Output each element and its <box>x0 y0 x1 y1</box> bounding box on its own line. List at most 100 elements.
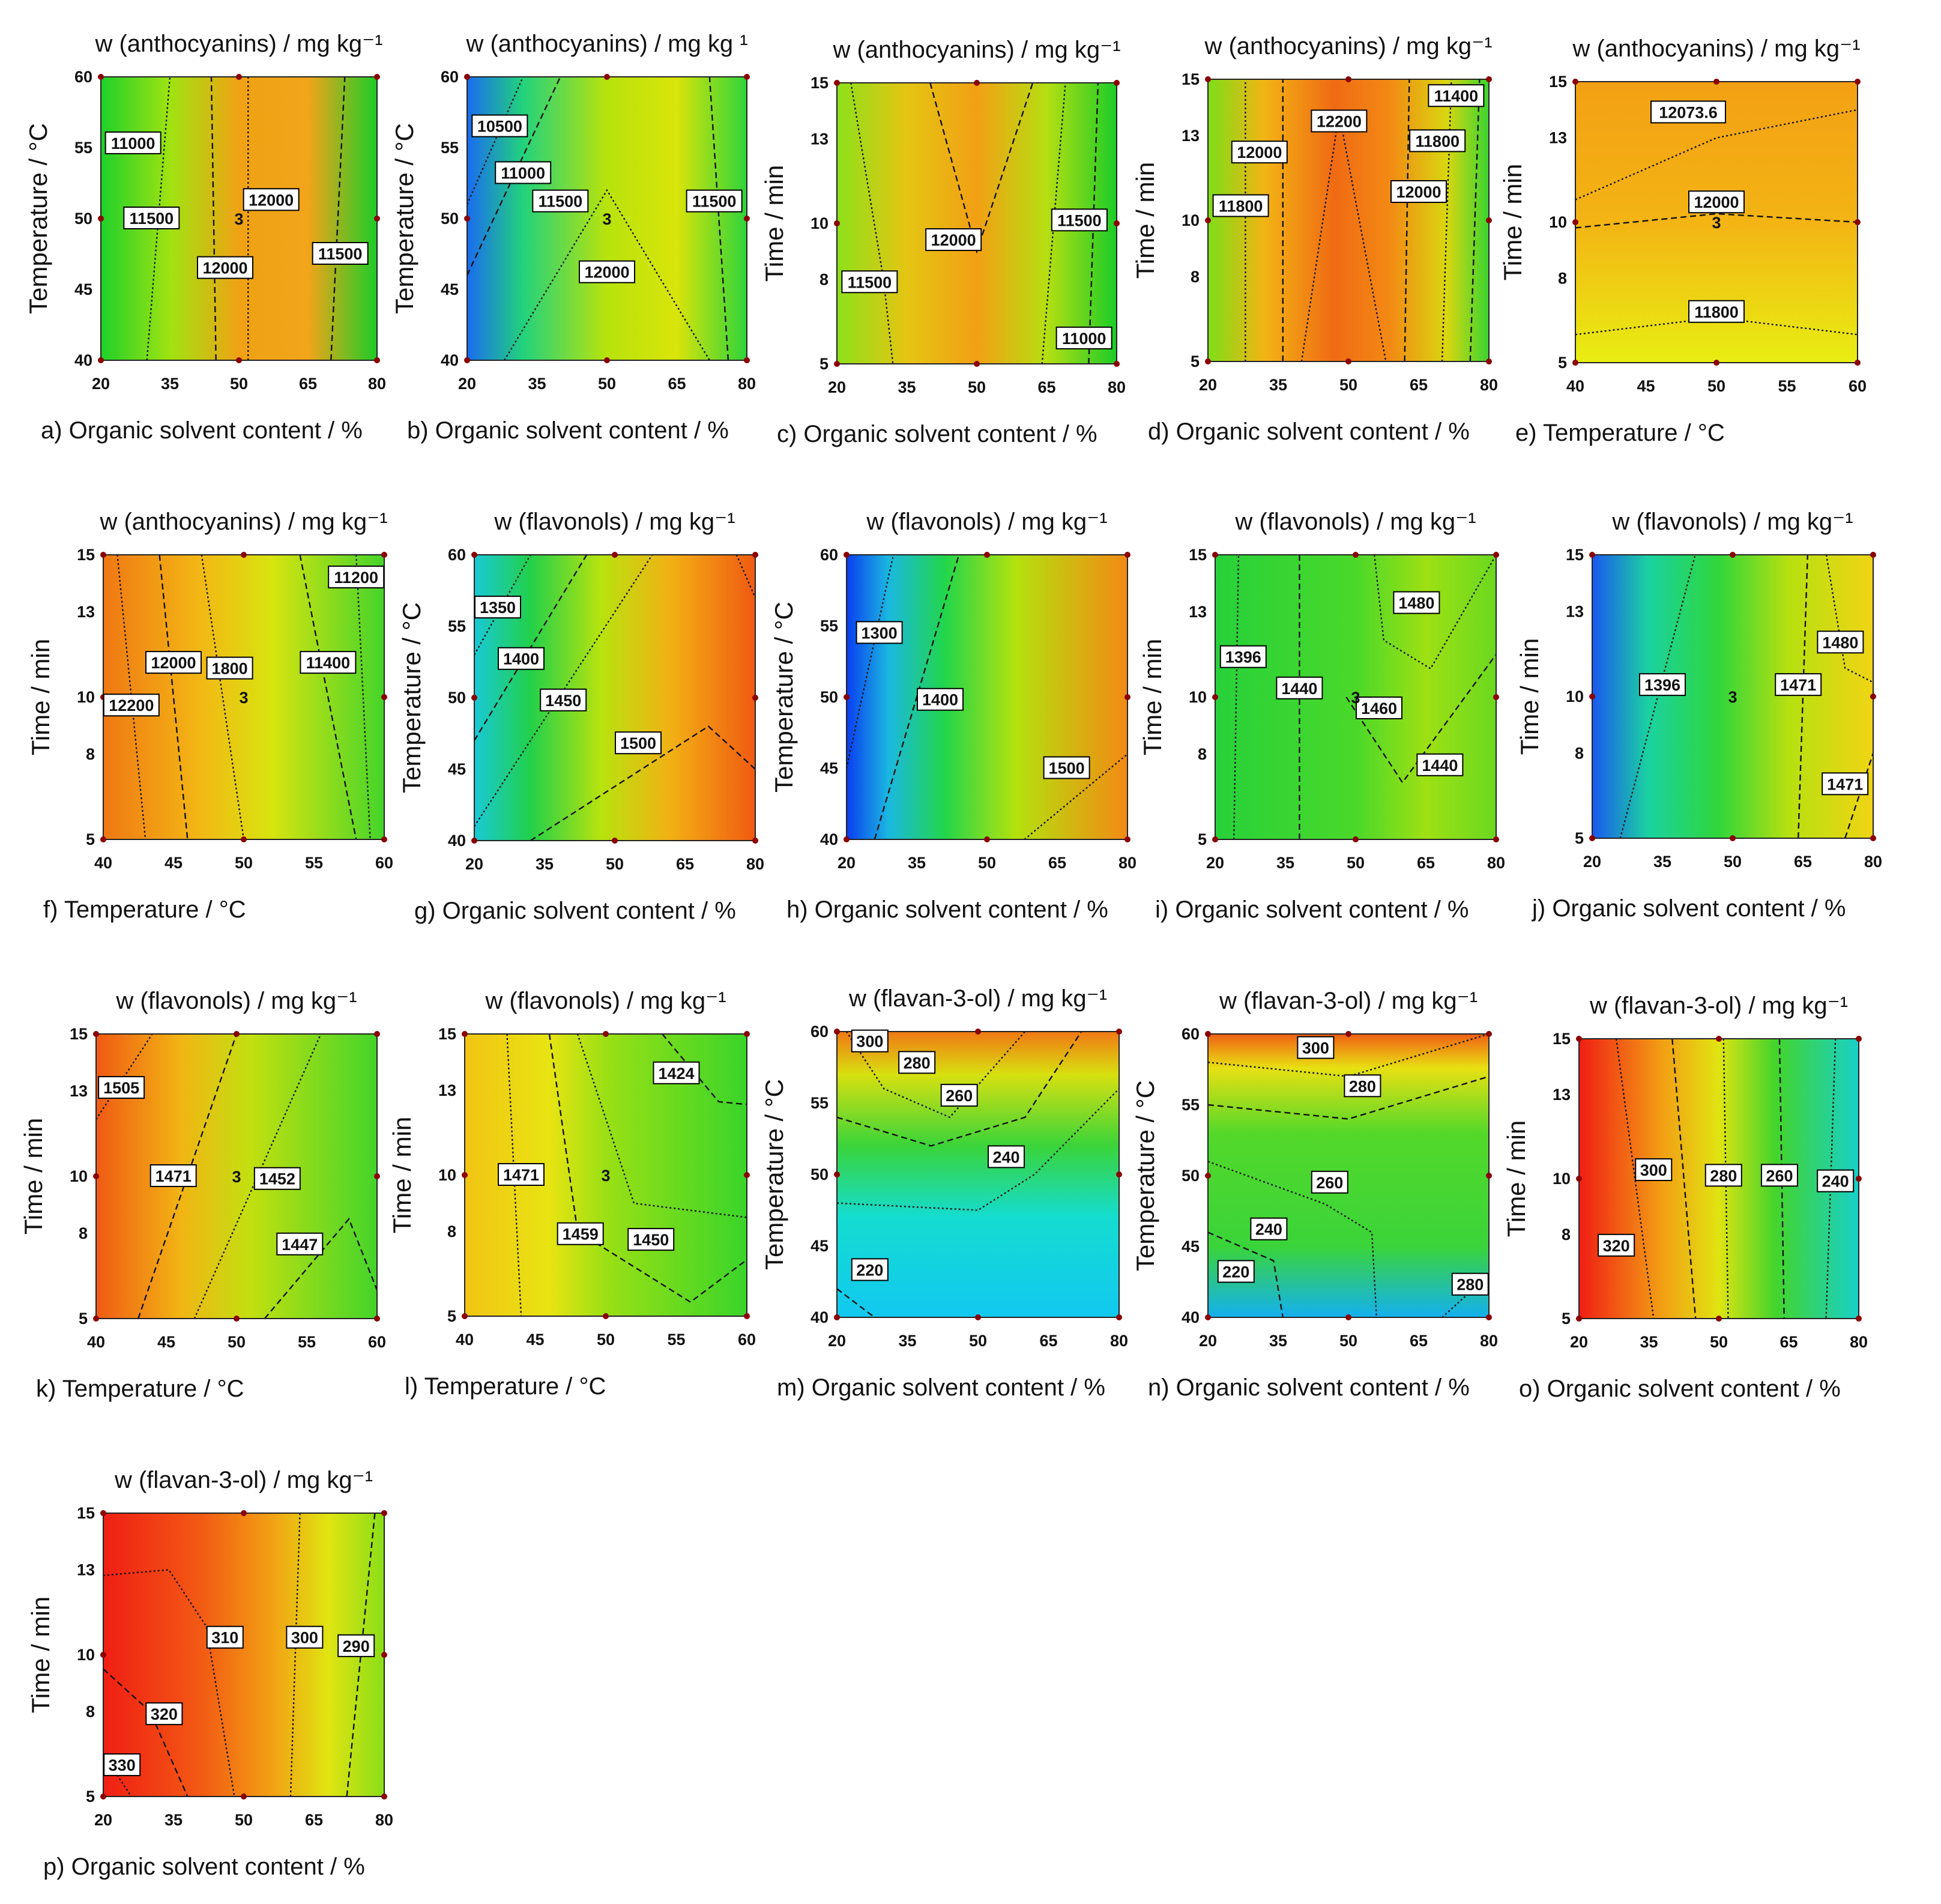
contour-label-box <box>104 131 161 154</box>
design-point <box>1493 836 1499 842</box>
contour-label-text: 11200 <box>334 569 378 587</box>
contour-label-text: 11500 <box>539 193 583 211</box>
panel-title: w (flavan-3-ol) / mg kg⁻¹ <box>1589 993 1848 1019</box>
y-tick-label: 45 <box>74 280 92 298</box>
contour-label: 11200 <box>328 565 385 588</box>
y-tick-label: 15 <box>1182 70 1200 88</box>
contour-line <box>1207 1232 1284 1318</box>
x-tick-label: 50 <box>606 855 624 873</box>
y-tick-label: 15 <box>1189 546 1207 564</box>
y-axis-label: Temperature / °C <box>390 123 418 314</box>
y-tick-label: 40 <box>811 1308 829 1326</box>
contour-label-text: 12000 <box>1237 144 1282 162</box>
contour-label: 1471 <box>498 1163 545 1186</box>
y-tick-label: 10 <box>1189 688 1207 706</box>
y-axis-label: Time / min <box>1131 162 1159 279</box>
design-point <box>1576 1176 1582 1182</box>
contour-label: 11400 <box>1428 84 1485 107</box>
y-tick-label: 13 <box>1566 602 1584 620</box>
design-point <box>834 220 840 226</box>
y-tick-label: 50 <box>441 210 459 228</box>
x-tick-label: 35 <box>1640 1333 1658 1351</box>
contour-label: 12000 <box>925 228 982 252</box>
contour-label-text: 1459 <box>563 1226 599 1244</box>
contour-label-text: 1471 <box>1827 775 1863 793</box>
x-tick-label: 55 <box>298 1333 316 1351</box>
contour-label-text: 1471 <box>503 1166 539 1184</box>
contour-label: 11000 <box>104 131 161 154</box>
design-point <box>834 1171 840 1177</box>
x-tick-label: 35 <box>908 854 926 872</box>
contour-label-box <box>1688 300 1745 323</box>
contour-label-box <box>1416 753 1464 776</box>
design-point <box>1486 358 1492 364</box>
contour-label-text: 1471 <box>1780 676 1816 694</box>
contour-label-box <box>103 694 160 717</box>
contour-label: 1400 <box>498 647 545 670</box>
y-tick-label: 13 <box>438 1081 456 1099</box>
contour-label: 3 <box>239 689 248 707</box>
contour-label-box <box>940 1084 978 1107</box>
contour-label-text: 260 <box>1316 1174 1343 1192</box>
contour-label-box <box>471 114 528 138</box>
contour-label-text: 10500 <box>477 118 522 136</box>
design-point <box>1114 361 1120 367</box>
contour-label-box <box>1297 1036 1335 1059</box>
design-point <box>1856 1036 1862 1042</box>
design-point <box>1870 552 1876 558</box>
y-tick-label: 13 <box>1189 603 1207 621</box>
contour-label-text: 1480 <box>1822 633 1858 651</box>
contour-label: 280 <box>1704 1164 1742 1187</box>
x-tick-label: 80 <box>1108 378 1126 396</box>
design-point <box>752 695 758 701</box>
contour-label-text: 1440 <box>1281 680 1317 698</box>
y-axis-label: Temperature / °C <box>770 602 798 793</box>
contour-label: 1396 <box>1219 645 1267 668</box>
x-tick-label: 60 <box>1849 377 1867 395</box>
panel-caption: i) Organic solvent content / % <box>1155 896 1469 923</box>
contour-label-box <box>540 688 587 712</box>
panel-title: w (flavan-3-ol) / mg kg⁻¹ <box>1219 988 1478 1014</box>
contour-label-box <box>898 1051 936 1074</box>
y-tick-label: 5 <box>1575 829 1584 847</box>
y-axis-label: Time / min <box>26 639 55 755</box>
design-point <box>604 74 610 80</box>
contour-label: 10500 <box>471 114 528 138</box>
contour-line <box>576 1033 747 1218</box>
contour-label-text: 1350 <box>480 599 516 617</box>
contour-label: 11500 <box>841 270 898 294</box>
contour-label-box <box>286 1625 324 1649</box>
contour-label: 220 <box>851 1258 889 1281</box>
design-point <box>1493 694 1499 700</box>
contour-label-box <box>1344 1074 1381 1098</box>
x-tick-label: 80 <box>1480 376 1498 394</box>
y-tick-label: 10 <box>77 688 95 706</box>
contour-label-box <box>1650 100 1726 124</box>
heatmap-surface <box>103 1513 384 1797</box>
design-point <box>1870 835 1876 841</box>
x-tick-label: 45 <box>157 1333 175 1351</box>
contour-label-text: 280 <box>1457 1276 1484 1294</box>
y-tick-label: 45 <box>1182 1238 1200 1256</box>
x-tick-label: 50 <box>1339 376 1357 394</box>
contour-line <box>1615 1038 1655 1319</box>
y-tick-label: 15 <box>1566 546 1584 564</box>
contour-label: 12000 <box>1231 141 1288 164</box>
contour-label: 240 <box>1817 1169 1855 1192</box>
contour-label-box <box>851 1029 889 1053</box>
x-tick-label: 80 <box>1110 1332 1128 1350</box>
x-tick-label: 20 <box>1199 376 1217 394</box>
design-point <box>374 74 380 80</box>
x-tick-label: 65 <box>1417 854 1435 872</box>
y-tick-label: 8 <box>820 271 829 289</box>
contour-label-box <box>312 242 369 265</box>
contour-label: 1460 <box>1356 696 1402 719</box>
y-tick-label: 5 <box>820 355 829 373</box>
contour-label-text: 260 <box>1766 1167 1793 1185</box>
y-tick-label: 10 <box>1549 213 1567 231</box>
contour-label: 1800 <box>206 656 253 680</box>
contour-label-text: 240 <box>1822 1173 1849 1191</box>
x-tick-label: 50 <box>230 375 248 393</box>
design-point <box>1855 219 1861 225</box>
contour-label: 1452 <box>253 1167 301 1190</box>
